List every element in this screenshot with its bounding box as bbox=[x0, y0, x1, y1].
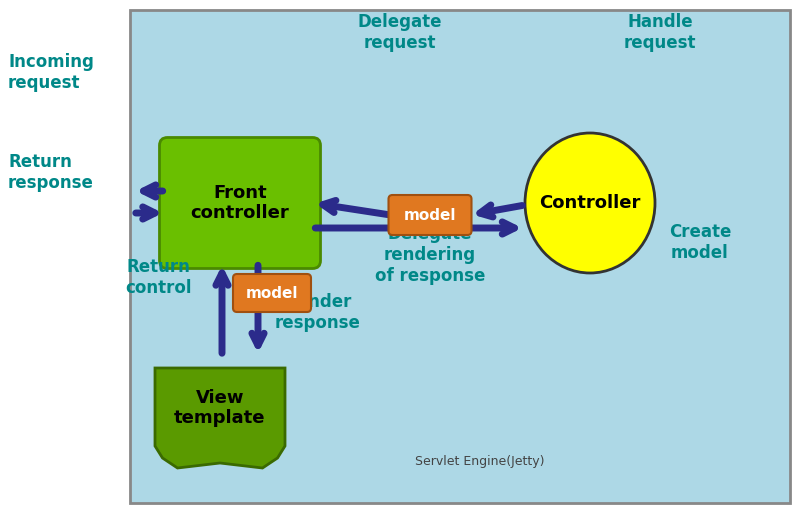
Text: Controller: Controller bbox=[539, 194, 641, 212]
Text: Servlet Engine(Jetty): Servlet Engine(Jetty) bbox=[415, 455, 545, 467]
Text: Incoming
request: Incoming request bbox=[8, 53, 94, 92]
Text: Delegate
request: Delegate request bbox=[358, 13, 442, 52]
Text: Delegate
rendering
of response: Delegate rendering of response bbox=[375, 225, 485, 285]
Text: Render
response: Render response bbox=[275, 293, 361, 332]
FancyBboxPatch shape bbox=[389, 195, 471, 235]
Polygon shape bbox=[155, 368, 285, 468]
Ellipse shape bbox=[525, 133, 655, 273]
Text: model: model bbox=[404, 207, 456, 223]
Text: Return
response: Return response bbox=[8, 153, 94, 192]
Text: Front
controller: Front controller bbox=[190, 184, 290, 223]
FancyBboxPatch shape bbox=[159, 137, 321, 268]
Text: Return
control: Return control bbox=[125, 258, 191, 297]
FancyBboxPatch shape bbox=[233, 274, 311, 312]
Text: model: model bbox=[246, 286, 298, 301]
Text: View
template: View template bbox=[174, 389, 266, 427]
FancyBboxPatch shape bbox=[130, 10, 790, 503]
Text: Create
model: Create model bbox=[669, 223, 731, 262]
Text: Handle
request: Handle request bbox=[624, 13, 696, 52]
